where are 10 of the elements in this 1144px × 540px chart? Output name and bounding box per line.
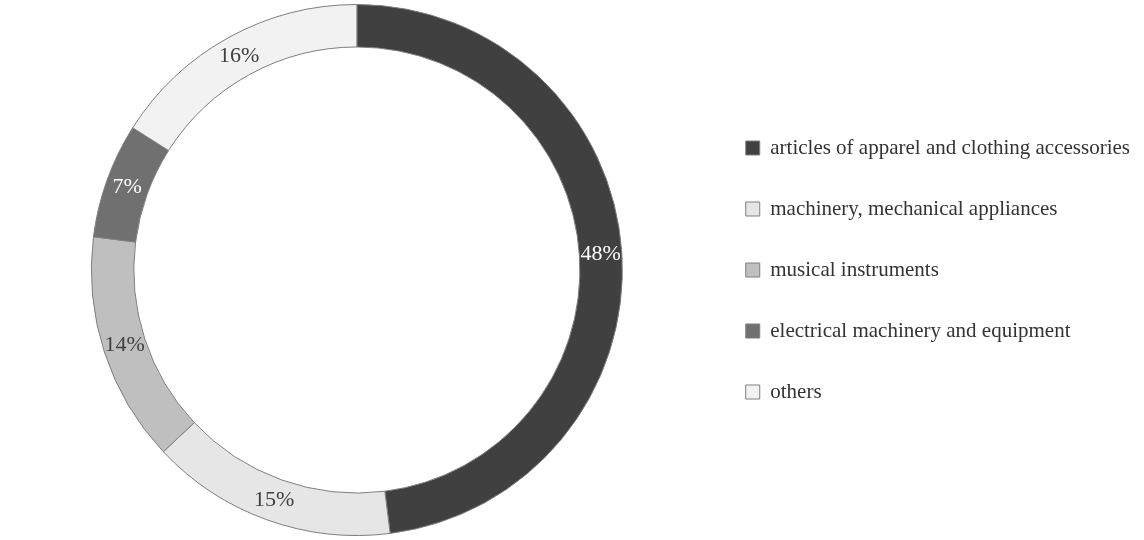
data-label: 14% bbox=[104, 331, 145, 357]
data-label: 7% bbox=[112, 173, 142, 199]
legend-label: electrical machinery and equipment bbox=[770, 317, 1071, 342]
legend-label: articles of apparel and clothing accessories bbox=[770, 134, 1131, 159]
legend-label: machinery, mechanical appliances bbox=[770, 195, 1058, 220]
data-label: 15% bbox=[253, 485, 295, 511]
legend-label: musical instruments bbox=[770, 256, 939, 281]
legend-label: others bbox=[770, 378, 822, 403]
data-label: 48% bbox=[580, 240, 621, 266]
data-label: 16% bbox=[219, 41, 260, 67]
